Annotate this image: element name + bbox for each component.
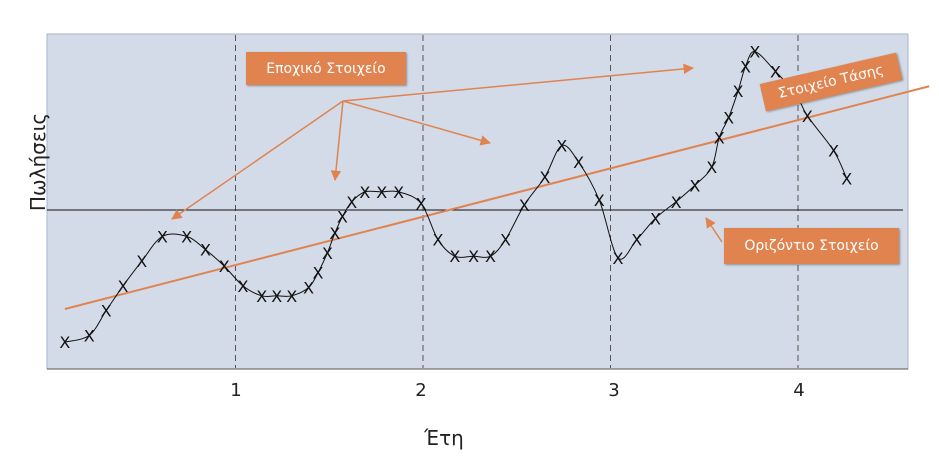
data-point-marker: X xyxy=(313,264,324,283)
data-point-marker: X xyxy=(346,193,357,212)
data-point-marker: X xyxy=(376,183,387,202)
seasonal-component-callout: Εποχικό Στοιχείο xyxy=(246,52,406,85)
data-point-marker: X xyxy=(749,43,760,62)
x-tick-label: 2 xyxy=(415,380,427,401)
data-point-marker: X xyxy=(723,109,734,128)
data-point-marker: X xyxy=(671,193,682,212)
data-point-marker: X xyxy=(733,82,744,101)
data-point-marker: X xyxy=(841,170,852,189)
trend-line xyxy=(64,85,930,310)
arrow-horizontal xyxy=(705,217,723,243)
data-point-marker: X xyxy=(802,107,813,126)
arrow-seasonal-peak1 xyxy=(171,100,344,220)
data-point-marker: X xyxy=(219,257,230,276)
data-point-marker: X xyxy=(238,277,249,296)
data-point-marker: X xyxy=(393,183,404,202)
data-point-marker: X xyxy=(322,244,333,263)
data-point-marker: X xyxy=(329,224,340,243)
data-point-marker: X xyxy=(613,249,624,268)
y-axis-label: Πωλήσεις xyxy=(26,112,50,212)
data-point-marker: X xyxy=(416,194,427,213)
x-tick-label: 3 xyxy=(608,380,620,401)
data-point-marker: X xyxy=(556,137,567,156)
data-point-marker: X xyxy=(631,231,642,250)
data-point-marker: X xyxy=(828,142,839,161)
data-point-marker: X xyxy=(594,191,605,210)
data-point-marker: X xyxy=(485,247,496,266)
data-point-marker: X xyxy=(118,277,129,296)
data-point-marker: X xyxy=(303,279,314,298)
data-point-marker: X xyxy=(181,227,192,246)
data-point-marker: X xyxy=(573,153,584,172)
data-point-marker: X xyxy=(519,196,530,215)
data-point-marker: X xyxy=(101,302,112,321)
data-point-marker: X xyxy=(650,209,661,228)
data-point-marker: X xyxy=(689,176,700,195)
x-axis-label: Έτη xyxy=(424,426,464,450)
arrow-seasonal-peak3 xyxy=(342,100,492,146)
data-point-marker: X xyxy=(449,247,460,266)
data-point-marker: X xyxy=(337,208,348,227)
x-tick-label: 1 xyxy=(230,380,242,401)
data-point-marker: X xyxy=(59,333,70,352)
arrow-seasonal-peak2 xyxy=(330,100,344,182)
data-point-marker: X xyxy=(271,287,282,306)
annotation-arrows xyxy=(171,63,723,243)
data-point-marker: X xyxy=(433,231,444,250)
data-point-marker: X xyxy=(539,168,550,187)
data-point-marker: X xyxy=(740,57,751,76)
data-point-marker: X xyxy=(84,326,95,345)
data-point-marker: X xyxy=(136,252,147,271)
data-point-marker: X xyxy=(200,241,211,260)
data-point-marker: X xyxy=(714,128,725,147)
data-point-marker: X xyxy=(706,158,717,177)
data-point-marker: X xyxy=(256,287,267,306)
data-point-marker: X xyxy=(770,62,781,81)
data-point-marker: X xyxy=(500,231,511,250)
arrow-seasonal-peak4 xyxy=(342,63,695,102)
sales-curve xyxy=(64,51,848,343)
data-point-marker: X xyxy=(468,247,479,266)
x-tick-label: 4 xyxy=(793,380,805,401)
data-point-marker: X xyxy=(286,287,297,306)
horizontal-component-callout: Οριζόντιο Στοιχείο xyxy=(724,228,899,264)
data-point-marker: X xyxy=(359,183,370,202)
data-point-marker: X xyxy=(157,227,168,246)
